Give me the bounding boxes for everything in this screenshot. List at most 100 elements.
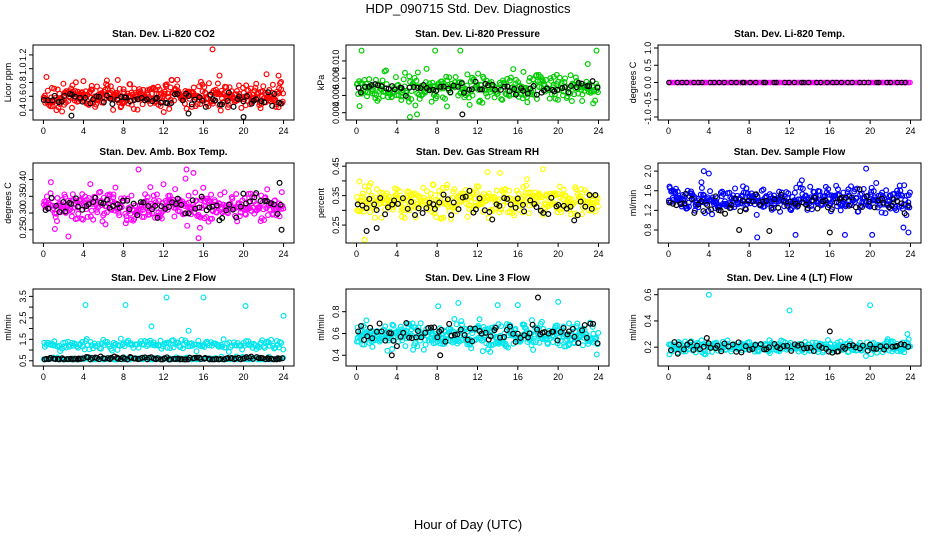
data-point xyxy=(261,217,268,224)
data-point xyxy=(116,85,123,92)
data-point xyxy=(214,80,221,87)
data-point xyxy=(83,336,90,343)
data-point xyxy=(197,214,204,221)
data-point xyxy=(700,343,707,350)
data-point xyxy=(882,210,889,217)
x-tick-label: 8 xyxy=(121,372,126,382)
data-point xyxy=(135,166,142,173)
data-point xyxy=(760,186,767,193)
data-point xyxy=(742,343,749,350)
data-point xyxy=(364,333,371,340)
data-point xyxy=(464,213,471,220)
data-point xyxy=(390,322,397,329)
x-tick-label: 20 xyxy=(553,249,563,259)
data-point xyxy=(207,91,214,98)
data-point xyxy=(195,235,202,242)
data-point xyxy=(456,338,463,345)
data-point xyxy=(428,98,435,105)
data-point xyxy=(524,90,531,97)
data-point xyxy=(496,202,503,209)
data-point xyxy=(541,200,548,207)
data-point xyxy=(179,345,186,352)
y-axis-label: ml/min xyxy=(628,190,638,217)
data-point xyxy=(897,341,904,348)
data-point xyxy=(475,70,482,77)
data-point xyxy=(392,74,399,81)
data-point xyxy=(551,88,558,95)
data-point xyxy=(466,101,473,108)
data-point xyxy=(102,221,109,228)
data-point xyxy=(363,317,370,324)
data-point xyxy=(444,181,451,188)
data-point xyxy=(845,202,852,209)
data-point xyxy=(428,324,435,331)
data-point xyxy=(826,229,833,236)
data-point xyxy=(51,85,58,92)
data-point xyxy=(79,98,86,105)
data-point xyxy=(354,324,361,331)
data-point xyxy=(791,79,798,86)
data-point xyxy=(569,325,576,332)
plot-box xyxy=(345,288,610,367)
data-point xyxy=(426,87,433,94)
x-tick-label: 24 xyxy=(593,126,603,136)
data-point xyxy=(721,79,728,86)
data-point xyxy=(905,202,912,209)
data-point xyxy=(520,68,527,75)
data-point xyxy=(816,188,823,195)
data-point xyxy=(690,346,697,353)
data-point xyxy=(826,328,833,335)
data-point xyxy=(726,205,733,212)
data-point xyxy=(402,92,409,99)
data-point xyxy=(805,79,812,86)
data-point xyxy=(766,350,773,357)
data-point xyxy=(388,330,395,337)
data-point xyxy=(583,334,590,341)
data-point xyxy=(902,79,908,86)
data-point xyxy=(592,97,599,104)
data-point xyxy=(457,326,464,333)
data-point xyxy=(261,198,268,205)
data-point xyxy=(814,205,821,212)
data-point xyxy=(423,188,430,195)
data-point xyxy=(570,199,577,206)
panel-5: Stan. Dev. Gas Stream RH percent 0 4 8 12 16 20… xyxy=(316,147,610,259)
data-point xyxy=(674,350,681,357)
data-point xyxy=(152,95,159,102)
data-point xyxy=(152,199,159,206)
x-tick-label: 16 xyxy=(199,372,209,382)
data-point xyxy=(230,103,237,110)
data-point xyxy=(443,73,450,80)
data-point xyxy=(140,86,147,93)
data-point xyxy=(200,294,207,301)
data-point xyxy=(183,105,190,112)
data-point xyxy=(382,67,389,74)
data-point xyxy=(512,91,519,98)
data-point xyxy=(99,218,106,225)
data-point xyxy=(501,195,508,202)
data-point xyxy=(804,205,811,212)
data-point xyxy=(687,339,694,346)
data-point xyxy=(394,200,401,207)
data-point xyxy=(414,69,421,76)
data-point xyxy=(592,192,599,199)
data-point xyxy=(511,85,518,92)
data-point xyxy=(883,187,890,194)
data-point xyxy=(577,198,584,205)
data-point xyxy=(436,199,443,206)
data-point xyxy=(357,208,364,215)
data-point xyxy=(373,207,380,214)
data-point xyxy=(430,86,437,93)
data-point xyxy=(171,213,178,220)
x-tick-label: 0 xyxy=(41,249,46,259)
data-point xyxy=(122,94,129,101)
data-point xyxy=(122,301,129,308)
data-point xyxy=(484,93,491,100)
data-point xyxy=(739,197,746,204)
data-point xyxy=(368,82,375,89)
data-point xyxy=(234,218,241,225)
data-point xyxy=(499,96,506,103)
data-point xyxy=(396,188,403,195)
data-point xyxy=(360,208,367,215)
data-point xyxy=(270,201,277,208)
